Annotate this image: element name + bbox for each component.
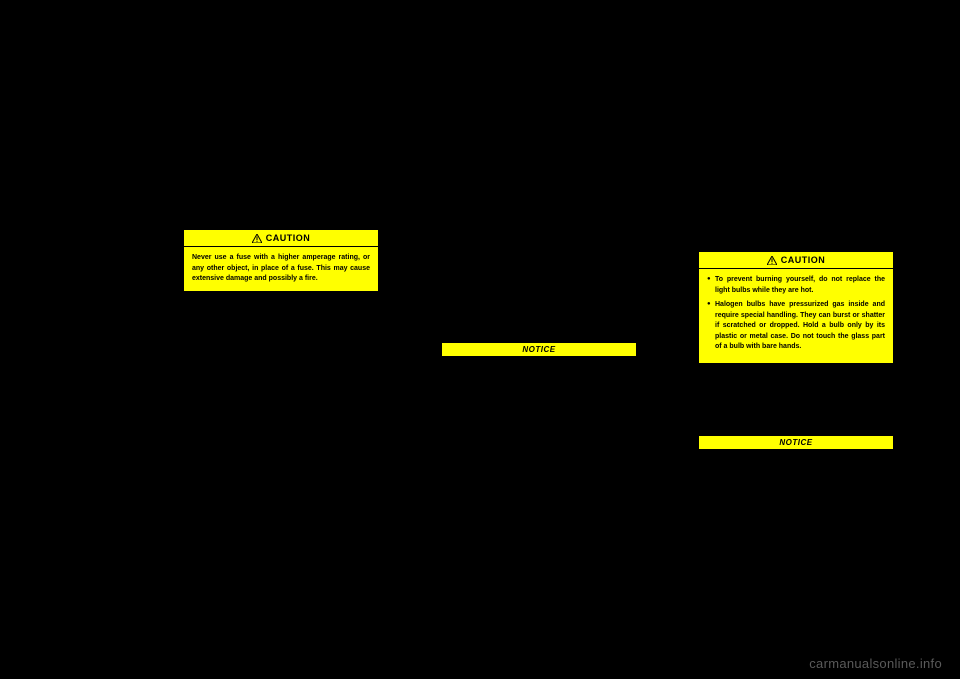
- left-caution-label: CAUTION: [266, 233, 311, 243]
- right-caution-body: To prevent burning yourself, do not repl…: [699, 269, 893, 363]
- warning-triangle-icon: [252, 234, 262, 243]
- left-caution-header: CAUTION: [184, 230, 378, 247]
- watermark-text: carmanualsonline.info: [809, 656, 942, 671]
- right-caution-header: CAUTION: [699, 252, 893, 269]
- center-notice-label: NOTICE: [442, 343, 636, 356]
- right-caution-label: CAUTION: [781, 255, 826, 265]
- right-notice-label: NOTICE: [699, 436, 893, 449]
- left-caution-body: Never use a fuse with a higher amperage …: [184, 247, 378, 291]
- right-caution-list: To prevent burning yourself, do not repl…: [707, 275, 885, 353]
- right-caution-bullet: Halogen bulbs have pressurized gas insid…: [707, 300, 885, 353]
- right-notice-panel: NOTICE: [698, 435, 894, 450]
- warning-triangle-icon: [767, 256, 777, 265]
- left-caution-panel: CAUTION Never use a fuse with a higher a…: [183, 229, 379, 292]
- right-caution-bullet: To prevent burning yourself, do not repl…: [707, 275, 885, 296]
- right-caution-panel: CAUTION To prevent burning yourself, do …: [698, 251, 894, 364]
- center-notice-panel: NOTICE: [441, 342, 637, 357]
